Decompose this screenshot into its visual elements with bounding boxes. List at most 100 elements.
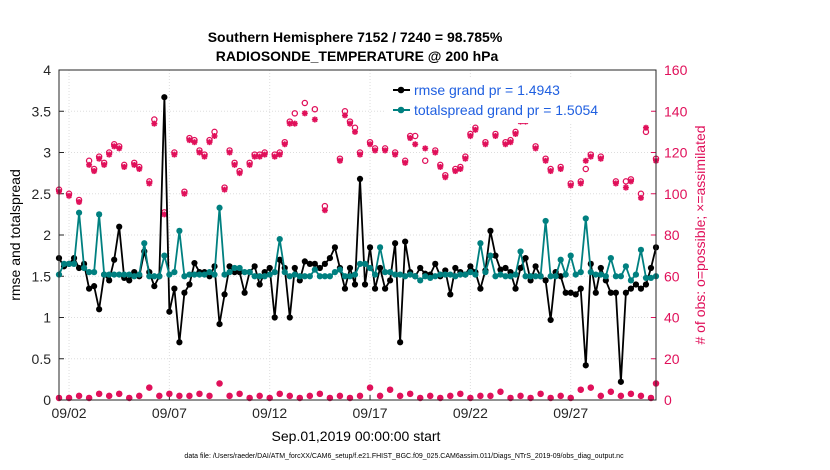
totalspread-point: [547, 273, 554, 280]
y-tick-label: 1: [43, 310, 51, 326]
totalspread-point: [597, 271, 604, 278]
obs-assimilated-marker: [336, 157, 343, 164]
obs-assimilated-marker: [251, 153, 258, 160]
totalspread-point: [101, 271, 108, 278]
totalspread-point: [141, 240, 148, 247]
rmse-point: [542, 277, 549, 284]
obs-low-assimilated-marker: [156, 392, 163, 399]
obs-low-assimilated-marker: [256, 392, 263, 399]
totalspread-point: [552, 273, 559, 280]
legend-box: [386, 78, 651, 123]
obs-low-assimilated-marker: [377, 392, 384, 399]
totalspread-point: [557, 256, 564, 263]
obs-assimilated-marker: [346, 120, 353, 127]
obs-possible-marker: [421, 157, 429, 164]
totalspread-point: [527, 273, 534, 280]
obs-assimilated-marker: [301, 110, 308, 117]
rmse-point: [166, 308, 173, 315]
obs-assimilated-marker: [372, 147, 379, 154]
totalspread-point: [542, 217, 549, 225]
y-right-tick-label: 160: [664, 62, 688, 78]
rmse-point: [402, 238, 409, 245]
legend-rmse-label: rmse grand pr = 1.4943: [414, 82, 560, 98]
obs-assimilated-marker: [91, 168, 98, 175]
obs-assimilated-marker: [101, 161, 108, 168]
totalspread-point: [492, 273, 499, 280]
rmse-point: [186, 281, 193, 288]
rmse-point: [647, 264, 655, 272]
rmse-point: [547, 316, 554, 324]
obs-low-assimilated-marker: [367, 384, 374, 391]
rmse-point: [361, 281, 369, 288]
rmse-point: [226, 263, 233, 270]
obs-low-assimilated-marker: [306, 392, 313, 399]
rmse-point: [306, 260, 313, 267]
totalspread-point: [96, 211, 103, 218]
totalspread-point: [642, 274, 650, 281]
totalspread-point: [497, 271, 504, 278]
obs-assimilated-marker: [231, 161, 238, 168]
rmse-point: [572, 291, 579, 298]
obs-low-assimilated-marker: [186, 392, 193, 399]
obs-assimilated-marker: [271, 153, 278, 160]
obs-low-assimilated-marker: [537, 390, 544, 397]
rmse-point: [532, 263, 539, 270]
obs-assimilated-marker: [557, 166, 564, 172]
obs-assimilated-marker: [637, 194, 644, 201]
obs-low-assimilated-marker: [577, 386, 584, 393]
totalspread-point: [582, 215, 589, 222]
obs-assimilated-marker: [116, 145, 123, 152]
obs-assimilated-marker: [582, 157, 589, 164]
totalspread-point: [266, 271, 273, 278]
rmse-point: [126, 277, 133, 284]
rmse-point: [86, 285, 93, 292]
totalspread-point: [607, 255, 614, 262]
obs-low-assimilated-marker: [597, 392, 604, 399]
obs-assimilated-marker: [407, 135, 414, 142]
obs-low-assimilated-marker: [176, 392, 183, 399]
obs-assimilated-marker: [492, 133, 499, 139]
footer-file-path: data file: /Users/raeder/DAI/ATM_forcXX/…: [184, 453, 624, 460]
obs-low-assimilated-marker: [627, 390, 634, 397]
totalspread-point: [397, 271, 404, 278]
rmse-point: [567, 289, 574, 296]
totalspread-point: [291, 271, 298, 278]
totalspread-point: [166, 271, 173, 278]
rmse-point: [366, 244, 374, 251]
y-tick-label: 3: [43, 145, 51, 161]
y-right-tick-label: 60: [664, 268, 680, 284]
totalspread-point: [241, 269, 248, 276]
totalspread-point: [637, 246, 645, 253]
obs-assimilated-marker: [311, 116, 318, 123]
totalspread-point: [231, 264, 238, 272]
legend-rmse-marker: [397, 86, 405, 94]
rmse-point: [432, 260, 439, 267]
obs-assimilated-marker: [351, 128, 358, 135]
totalspread-point: [647, 274, 655, 281]
rmse-point: [607, 289, 614, 296]
obs-assimilated-marker: [121, 163, 128, 170]
rmse-point: [642, 281, 650, 288]
totalspread-point: [366, 264, 374, 272]
y-tick-label: 0.5: [32, 351, 52, 367]
obs-assimilated-marker: [211, 133, 218, 139]
rmse-line: [58, 97, 657, 382]
obs-low-assimilated-marker: [236, 390, 243, 397]
rmse-point: [251, 263, 258, 270]
y-right-tick-label: 40: [664, 310, 680, 326]
obs-low-assimilated-marker: [647, 394, 654, 401]
rmse-point: [477, 285, 484, 292]
rmse-point: [176, 339, 183, 346]
rmse-point: [321, 260, 328, 267]
obs-low-assimilated-marker: [286, 392, 293, 399]
obs-low-assimilated-marker: [146, 384, 153, 391]
x-tick-label: 09/17: [353, 405, 388, 421]
totalspread-point: [80, 264, 88, 272]
totalspread-point: [612, 273, 619, 280]
rmse-point: [397, 339, 404, 346]
rmse-point: [577, 285, 584, 292]
totalspread-point: [116, 271, 123, 278]
y-right-tick-label: 20: [664, 351, 680, 367]
totalspread-point: [311, 266, 318, 273]
rmse-point: [617, 378, 624, 385]
